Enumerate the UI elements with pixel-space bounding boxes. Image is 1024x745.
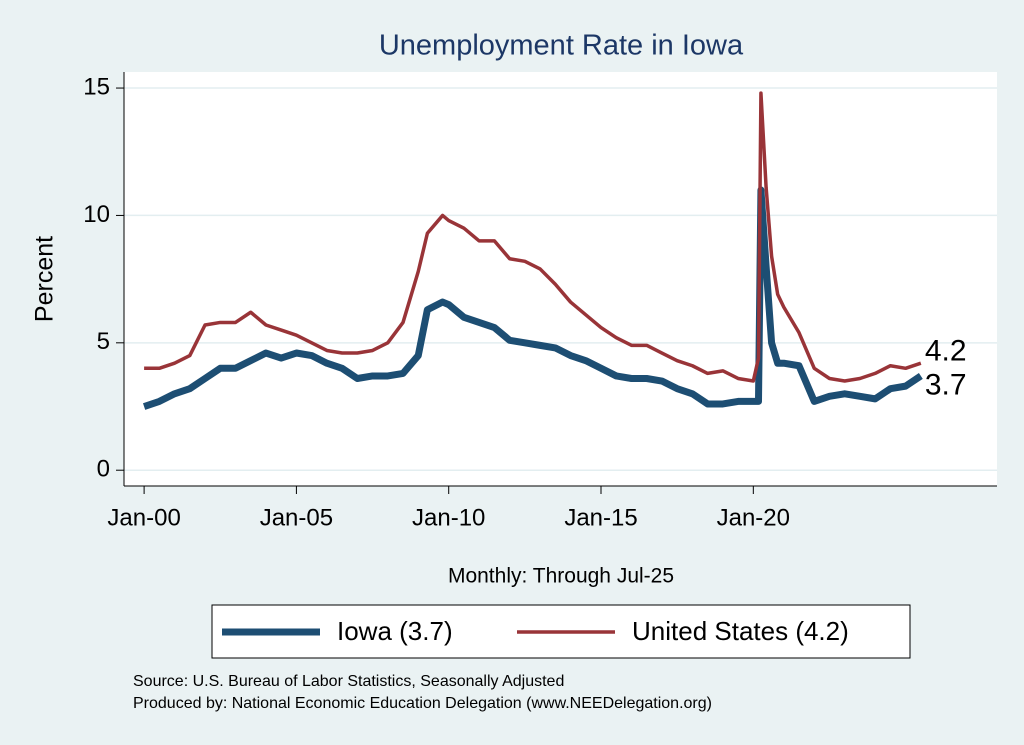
series-line [142,186,923,410]
x-tick-label: Jan-10 [412,504,485,531]
legend-label: United States (4.2) [632,616,849,646]
plot-area [124,72,997,486]
series-line [144,91,922,383]
x-tick-label: Jan-05 [260,504,333,531]
y-tick-label: 15 [83,73,110,100]
y-tick-label: 5 [97,328,110,355]
producer-note: Produced by: National Economic Education… [133,695,712,712]
plot: 0 5 10 15 Jan-00 Jan-05 Jan-10 Jan-15 Jan-20 3.74… [83,72,997,531]
legend-label: Iowa (3.7) [337,616,453,646]
x-tick-label: Jan-00 [107,504,180,531]
y-tick-label: 0 [97,456,110,483]
end-label: 4.2 [925,334,967,367]
source-note: Source: U.S. Bureau of Labor Statistics,… [133,673,564,690]
end-label: 3.7 [925,368,967,401]
x-tick-label: Jan-15 [564,504,637,531]
x-tick-label: Jan-20 [717,504,790,531]
y-axis-title: Percent [31,236,59,322]
chart-title: Unemployment Rate in Iowa [379,30,744,62]
x-axis-title: Monthly: Through Jul-25 [448,565,674,588]
y-tick-label: 10 [83,201,110,228]
